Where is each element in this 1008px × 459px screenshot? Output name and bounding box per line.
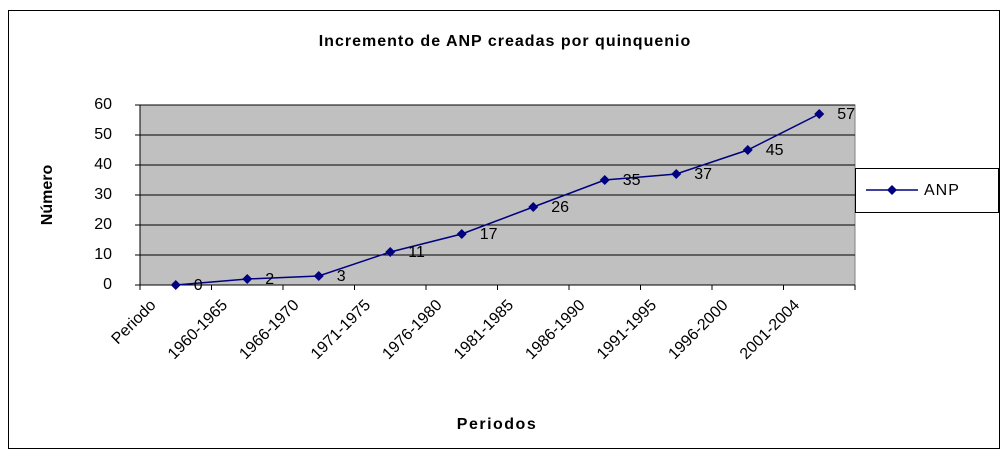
data-label: 17 — [480, 226, 498, 243]
point — [385, 247, 396, 257]
data-label: 3 — [337, 268, 346, 285]
legend-marker — [887, 185, 897, 195]
legend-label: ANP — [924, 182, 960, 199]
y-tick-label: 20 — [94, 216, 112, 233]
point — [242, 274, 253, 284]
data-label: 45 — [766, 142, 784, 159]
y-axis-title: Número — [39, 165, 56, 226]
y-tick-label: 60 — [94, 96, 112, 113]
data-label: 37 — [694, 166, 712, 183]
point — [671, 169, 682, 179]
series-line — [175, 113, 820, 286]
y-tick-label: 40 — [94, 156, 112, 173]
y-tick-label: 0 — [103, 276, 112, 293]
y-tick-label: 30 — [94, 186, 112, 203]
point — [170, 280, 181, 290]
point — [599, 175, 610, 185]
point — [456, 229, 467, 239]
x-axis-title: Periodos — [457, 416, 537, 433]
y-tick-label: 50 — [94, 126, 112, 143]
data-label: 26 — [551, 199, 569, 216]
data-label: 57 — [837, 106, 855, 123]
point — [528, 202, 539, 212]
data-label: 0 — [194, 277, 203, 294]
data-label: 35 — [623, 172, 641, 189]
chart-title: Incremento de ANP creadas por quinquenio — [319, 33, 692, 50]
data-label: 11 — [408, 244, 425, 261]
point — [742, 145, 753, 155]
point — [313, 271, 324, 281]
point — [814, 109, 825, 119]
data-label: 2 — [265, 271, 274, 288]
y-tick-label: 10 — [94, 246, 112, 263]
